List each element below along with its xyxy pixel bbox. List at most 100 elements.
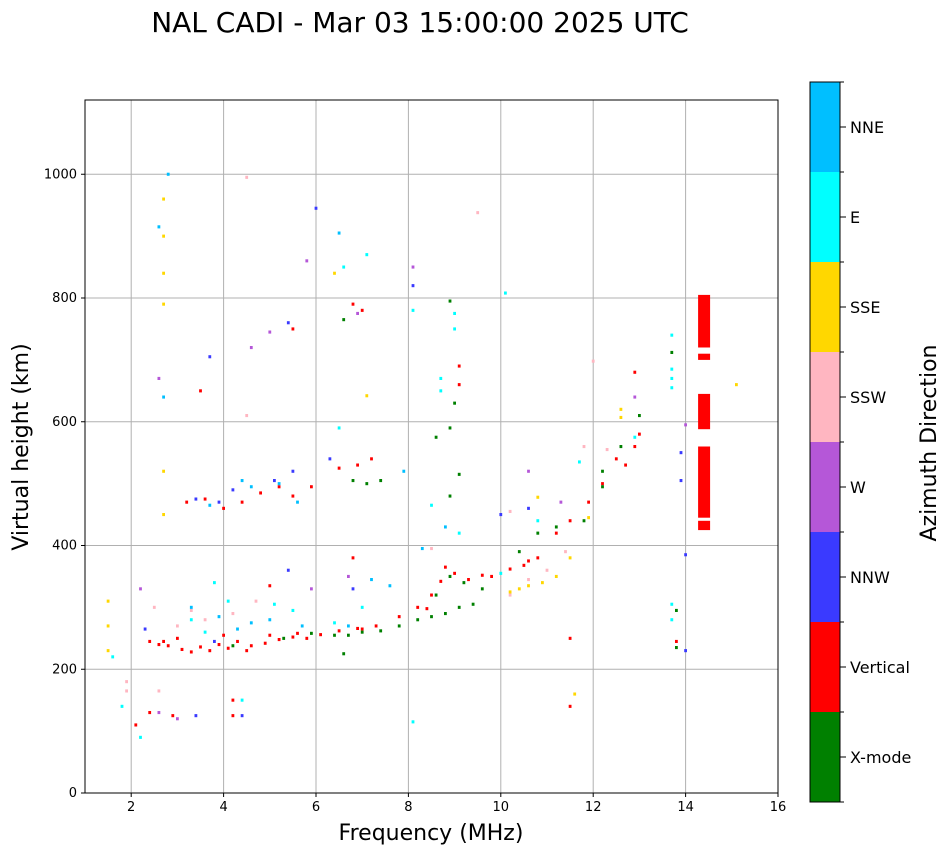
colorbar-segment <box>810 172 840 262</box>
point-nnw <box>286 321 290 325</box>
point-vertical <box>614 457 618 461</box>
axis-ticks: 2 4 6 8 10 12 14 16 0 200 400 600 800 1000 <box>44 167 786 815</box>
point-ssw <box>564 550 567 554</box>
grid-lines <box>85 100 778 793</box>
point-x-mode <box>434 593 438 597</box>
colorbar-segment <box>810 262 840 352</box>
point-w <box>356 311 359 315</box>
point-nnw <box>194 714 198 718</box>
point-vertical <box>268 584 272 588</box>
point-e <box>411 308 415 312</box>
point-vertical <box>416 605 420 609</box>
point-e <box>633 435 637 439</box>
point-vertical <box>522 563 526 567</box>
point-nnw <box>143 627 147 631</box>
point-ssw <box>430 547 433 551</box>
point-vertical <box>208 649 212 653</box>
colorbar-label: Azimuth Direction <box>917 344 942 541</box>
point-vertical <box>222 633 225 637</box>
point-ssw <box>176 624 179 628</box>
point-w <box>157 376 161 380</box>
point-vertical <box>457 364 461 368</box>
point-e <box>439 389 443 393</box>
point-vertical <box>444 565 447 569</box>
point-x-mode <box>397 624 401 628</box>
point-x-mode <box>282 636 286 640</box>
point-nne <box>388 584 392 588</box>
point-vertical <box>527 559 530 563</box>
point-w <box>559 500 563 504</box>
point-x-mode <box>670 350 674 354</box>
point-vertical <box>360 627 364 631</box>
point-ssw <box>476 211 480 215</box>
point-nne <box>370 578 373 582</box>
point-nne <box>249 485 253 489</box>
colorbar: X-mode Vertical NNW W SSW SSE E NNE <box>809 81 911 803</box>
data-points <box>106 172 738 739</box>
point-e <box>333 621 336 625</box>
point-x-mode <box>457 605 461 609</box>
point-sse <box>527 584 530 588</box>
y-tick-label: 0 <box>69 786 77 801</box>
point-x-mode <box>231 644 235 648</box>
point-nnw <box>684 649 687 653</box>
point-nnw <box>679 479 683 483</box>
point-vertical <box>310 485 313 489</box>
x-tick-label: 16 <box>770 800 787 815</box>
point-vertical <box>259 491 262 495</box>
point-vertical <box>162 639 165 643</box>
strip-segment <box>698 353 711 360</box>
point-vertical <box>291 494 295 498</box>
point-nne <box>189 605 193 609</box>
x-tick-label: 6 <box>312 800 320 815</box>
point-vertical <box>633 370 637 374</box>
point-x-mode <box>448 494 452 498</box>
point-vertical <box>199 645 202 649</box>
point-vertical <box>633 445 637 449</box>
point-vertical <box>222 506 225 510</box>
point-e <box>111 655 115 659</box>
point-vertical <box>176 636 179 640</box>
point-vertical <box>467 578 470 582</box>
point-x-mode <box>517 550 521 554</box>
point-x-mode <box>310 631 313 635</box>
point-e <box>226 599 230 603</box>
x-tick-label: 8 <box>404 800 412 815</box>
y-tick-label: 1000 <box>44 167 77 182</box>
point-nne <box>157 225 161 229</box>
strip-segment <box>698 393 711 430</box>
point-vertical <box>148 711 152 715</box>
point-vertical <box>360 308 364 312</box>
point-ssw <box>189 608 193 612</box>
point-x-mode <box>444 612 447 616</box>
point-e <box>670 602 674 606</box>
colorbar-tick-label: SSW <box>850 388 886 407</box>
point-e <box>453 327 456 331</box>
point-x-mode <box>453 401 456 405</box>
point-e <box>453 311 456 315</box>
point-nne <box>277 482 281 486</box>
point-x-mode <box>457 472 461 476</box>
point-e <box>213 581 216 585</box>
point-e <box>139 735 142 739</box>
point-nne <box>236 627 239 631</box>
point-e <box>411 720 415 724</box>
point-e <box>578 460 581 464</box>
point-w <box>684 423 687 427</box>
point-vertical <box>231 714 235 718</box>
point-nne <box>420 547 424 551</box>
point-w <box>310 587 313 591</box>
point-nnw <box>231 488 235 492</box>
chart-title: NAL CADI - Mar 03 15:00:00 2025 UTC <box>151 6 689 39</box>
point-vertical <box>231 698 235 702</box>
point-nnw <box>328 457 332 461</box>
colorbar-tick-label: W <box>850 478 866 497</box>
point-nne <box>337 231 341 235</box>
point-x-mode <box>554 525 558 529</box>
point-vertical <box>240 500 244 504</box>
point-vertical <box>291 327 295 331</box>
point-sse <box>162 302 165 306</box>
point-sse <box>162 469 165 473</box>
point-x-mode <box>333 633 336 637</box>
point-x-mode <box>434 435 438 439</box>
